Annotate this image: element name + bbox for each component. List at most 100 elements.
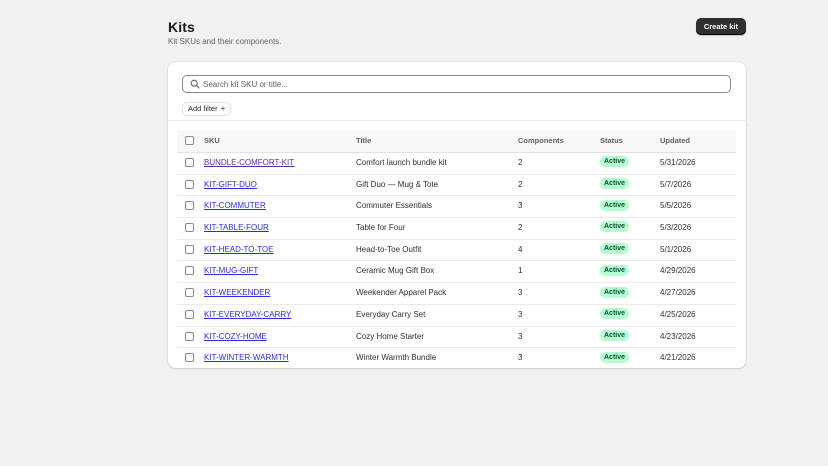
status-badge: Active — [600, 264, 630, 276]
title-cell: Cozy Home Starter — [356, 331, 425, 341]
row-checkbox[interactable] — [185, 309, 194, 319]
add-filter-button[interactable]: Add filter + — [182, 102, 232, 116]
title-cell: Table for Four — [356, 223, 406, 233]
sku-link[interactable]: BUNDLE-COMFORT-KIT — [204, 158, 295, 167]
status-cell: Active — [600, 348, 630, 368]
updated-cell: 4/23/2026 — [660, 331, 696, 341]
table-row[interactable]: KIT-HEAD-TO-TOE Head-to-Toe Outfit 4 Act… — [177, 240, 736, 262]
sku-cell: KIT-COZY-HOME — [204, 327, 267, 347]
sku-cell: KIT-TABLE-FOUR — [204, 218, 269, 238]
row-checkbox[interactable] — [185, 331, 194, 341]
sku-link[interactable]: KIT-MUG-GIFT — [204, 266, 259, 276]
components-cell: 3 — [518, 309, 523, 319]
sku-cell: KIT-WEEKENDER — [204, 283, 270, 303]
sku-link[interactable]: KIT-COMMUTER — [204, 201, 266, 211]
title-cell: Weekender Apparel Pack — [356, 288, 447, 298]
status-badge: Active — [600, 329, 630, 341]
components-cell: 3 — [518, 353, 523, 363]
sku-link[interactable]: KIT-WEEKENDER — [204, 288, 271, 298]
table-header: SKU Title Components Status Updated — [177, 130, 736, 153]
table-row[interactable]: KIT-WINTER-WARMTH Winter Warmth Bundle 3… — [177, 348, 736, 369]
sku-link[interactable]: KIT-COZY-HOME — [204, 331, 267, 341]
sku-link[interactable]: KIT-WINTER-WARMTH — [204, 353, 289, 363]
sku-cell: KIT-GIFT-DUO — [204, 175, 257, 195]
title-cell: Comfort launch bundle kit — [356, 158, 447, 167]
row-checkbox[interactable] — [185, 201, 194, 211]
sku-cell: BUNDLE-COMFORT-KIT — [204, 153, 294, 173]
updated-cell: 4/21/2026 — [660, 353, 696, 363]
status-cell: Active — [600, 175, 630, 195]
row-checkbox[interactable] — [185, 244, 194, 254]
create-kit-button[interactable]: Create kit — [695, 18, 746, 35]
search-box[interactable] — [182, 75, 731, 93]
status-badge: Active — [600, 351, 630, 363]
status-badge: Active — [600, 286, 630, 298]
components-cell: 2 — [518, 223, 523, 233]
status-badge: Active — [600, 243, 630, 255]
updated-cell: 4/25/2026 — [660, 309, 696, 319]
status-cell: Active — [600, 305, 630, 325]
sku-link[interactable]: KIT-TABLE-FOUR — [204, 223, 269, 233]
kits-table: SKU Title Components Status Updated BUND… — [177, 130, 736, 369]
status-cell: Active — [600, 196, 630, 216]
page-subtitle: Kit SKUs and their components. — [168, 37, 282, 46]
table-row[interactable]: KIT-GIFT-DUO Gift Duo — Mug & Tote 2 Act… — [177, 175, 736, 197]
table-row[interactable]: KIT-TABLE-FOUR Table for Four 2 Active 5… — [177, 218, 736, 240]
status-badge: Active — [600, 199, 630, 211]
updated-cell: 5/5/2026 — [660, 201, 692, 211]
updated-cell: 5/31/2026 — [660, 158, 696, 167]
table-row[interactable]: KIT-EVERYDAY-CARRY Everyday Carry Set 3 … — [177, 305, 736, 327]
status-cell: Active — [600, 283, 630, 303]
status-badge: Active — [600, 221, 630, 233]
sku-cell: KIT-HEAD-TO-TOE — [204, 240, 274, 260]
search-icon — [190, 79, 200, 89]
sku-cell: KIT-EVERYDAY-CARRY — [204, 305, 291, 325]
table-row[interactable]: BUNDLE-COMFORT-KIT Comfort launch bundle… — [177, 153, 736, 175]
select-all-checkbox[interactable] — [185, 136, 194, 145]
status-cell: Active — [600, 153, 630, 173]
column-header-components[interactable]: Components — [518, 136, 564, 145]
kits-card: Add filter+ SKU Title Components Status … — [168, 62, 746, 368]
plus-icon: + — [220, 104, 226, 113]
sku-link[interactable]: KIT-HEAD-TO-TOE — [204, 244, 274, 254]
column-header-sku[interactable]: SKU — [204, 136, 220, 145]
title-cell: Commuter Essentials — [356, 201, 433, 211]
table-body: BUNDLE-COMFORT-KIT Comfort launch bundle… — [177, 153, 736, 369]
row-checkbox[interactable] — [185, 158, 194, 167]
table-row[interactable]: KIT-COZY-HOME Cozy Home Starter 3 Active… — [177, 327, 736, 349]
title-cell: Head-to-Toe Outfit — [356, 244, 422, 254]
status-cell: Active — [600, 240, 630, 260]
add-filter-label: Add filter — [188, 104, 218, 113]
column-header-title[interactable]: Title — [356, 136, 372, 145]
row-checkbox[interactable] — [185, 223, 194, 233]
components-cell: 2 — [518, 158, 523, 167]
components-cell: 4 — [518, 244, 523, 254]
components-cell: 2 — [518, 179, 523, 189]
search-input[interactable] — [203, 76, 723, 92]
page-header: Kits Kit SKUs and their components. Crea… — [168, 18, 746, 50]
row-checkbox[interactable] — [185, 353, 194, 363]
status-badge: Active — [600, 156, 630, 168]
updated-cell: 4/29/2026 — [660, 266, 696, 276]
sku-link[interactable]: KIT-GIFT-DUO — [204, 179, 257, 189]
components-cell: 3 — [518, 331, 523, 341]
title-cell: Gift Duo — Mug & Tote — [356, 179, 439, 189]
table-row[interactable]: KIT-WEEKENDER Weekender Apparel Pack 3 A… — [177, 283, 736, 305]
status-badge: Active — [600, 308, 630, 320]
row-checkbox[interactable] — [185, 266, 194, 276]
table-row[interactable]: KIT-COMMUTER Commuter Essentials 3 Activ… — [177, 196, 736, 219]
sku-cell: KIT-COMMUTER — [204, 196, 266, 216]
updated-cell: 5/7/2026 — [660, 179, 692, 189]
column-header-status[interactable]: Status — [600, 136, 623, 145]
sku-link[interactable]: KIT-EVERYDAY-CARRY — [204, 309, 292, 319]
updated-cell: 4/27/2026 — [660, 288, 696, 298]
column-header-updated[interactable]: Updated — [660, 136, 690, 145]
title-cell: Winter Warmth Bundle — [356, 353, 437, 363]
title-cell: Everyday Carry Set — [356, 309, 426, 319]
updated-cell: 5/3/2026 — [660, 223, 692, 233]
table-row[interactable]: KIT-MUG-GIFT Ceramic Mug Gift Box 1 Acti… — [177, 261, 736, 284]
row-checkbox[interactable] — [185, 288, 194, 298]
row-checkbox[interactable] — [185, 179, 194, 189]
sku-cell: KIT-MUG-GIFT — [204, 261, 258, 281]
status-cell: Active — [600, 218, 630, 238]
